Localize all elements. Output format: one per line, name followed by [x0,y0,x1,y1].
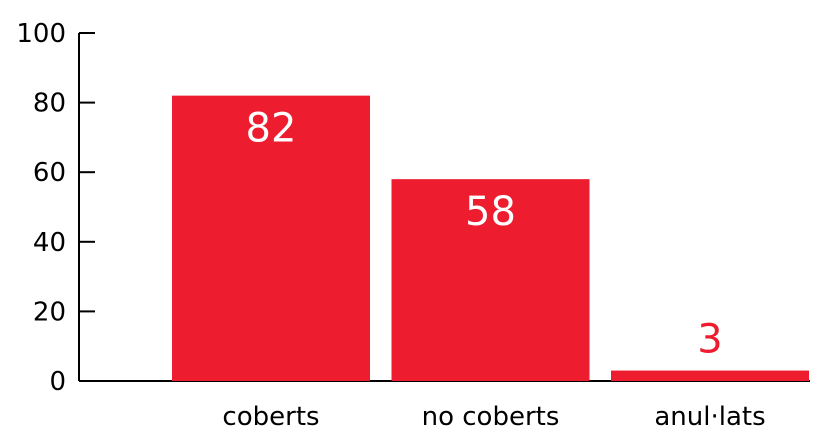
y-tick-label: 100 [16,19,66,49]
y-tick-label: 40 [33,228,66,258]
data-label: 3 [697,317,722,363]
bar [391,179,590,381]
y-tick-label: 80 [33,89,66,119]
bars: 82 58 3 [172,95,809,381]
x-tick-labels: coberts no coberts anul·lats [222,402,765,432]
y-tick-label: 0 [49,367,66,397]
y-tick-label: 20 [33,297,66,327]
x-tick-label: coberts [222,402,319,432]
data-label: 58 [465,189,516,235]
y-tick-label: 60 [33,158,66,188]
bar [611,370,809,381]
x-tick-label: no coberts [422,402,560,432]
x-tick-label: anul·lats [654,402,765,432]
y-ticks: 0 20 40 60 80 100 [16,19,95,397]
bar [172,95,370,381]
data-label: 82 [246,106,297,152]
